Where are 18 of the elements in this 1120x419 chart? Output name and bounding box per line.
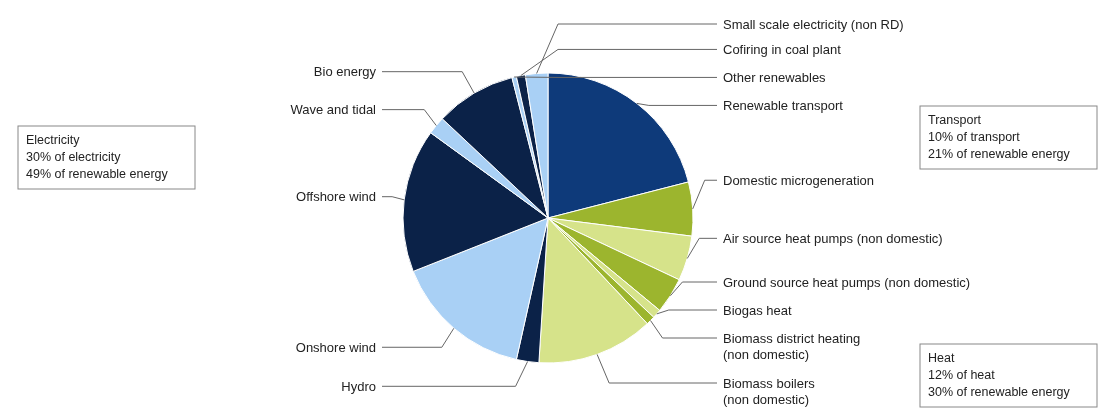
slice-label: Biomass boilers (non domestic) [723,375,816,408]
text: Transport 10% of transport 21% of renewable energy [928,113,1071,161]
slice-label: Onshore wind [295,339,376,355]
slice-label: Small scale electricity (non RD) [723,16,904,32]
slice-label: Ground source heat pumps (non domestic) [723,274,971,290]
slice-label: Cofiring in coal plant [723,41,842,57]
slice-label: Renewable transport [723,97,844,113]
text: Electricity 30% of electricity 49% of renewable energy [26,133,169,181]
slice-label: Hydro [341,378,376,394]
slice-label: Domestic microgeneration [723,172,875,188]
slice-label: Wave and tidal [290,102,377,118]
slice-label: Bio energy [313,64,377,80]
slice-label: Other renewables [723,69,827,85]
slice-label: Biogas heat [723,302,793,318]
slice-label: Biomass district heating (non domestic) [723,330,861,363]
slice-label: Offshore wind [296,189,376,205]
text: Heat 12% of heat 30% of renewable energy [928,351,1071,399]
slice-label: Air source heat pumps (non domestic) [723,230,943,246]
